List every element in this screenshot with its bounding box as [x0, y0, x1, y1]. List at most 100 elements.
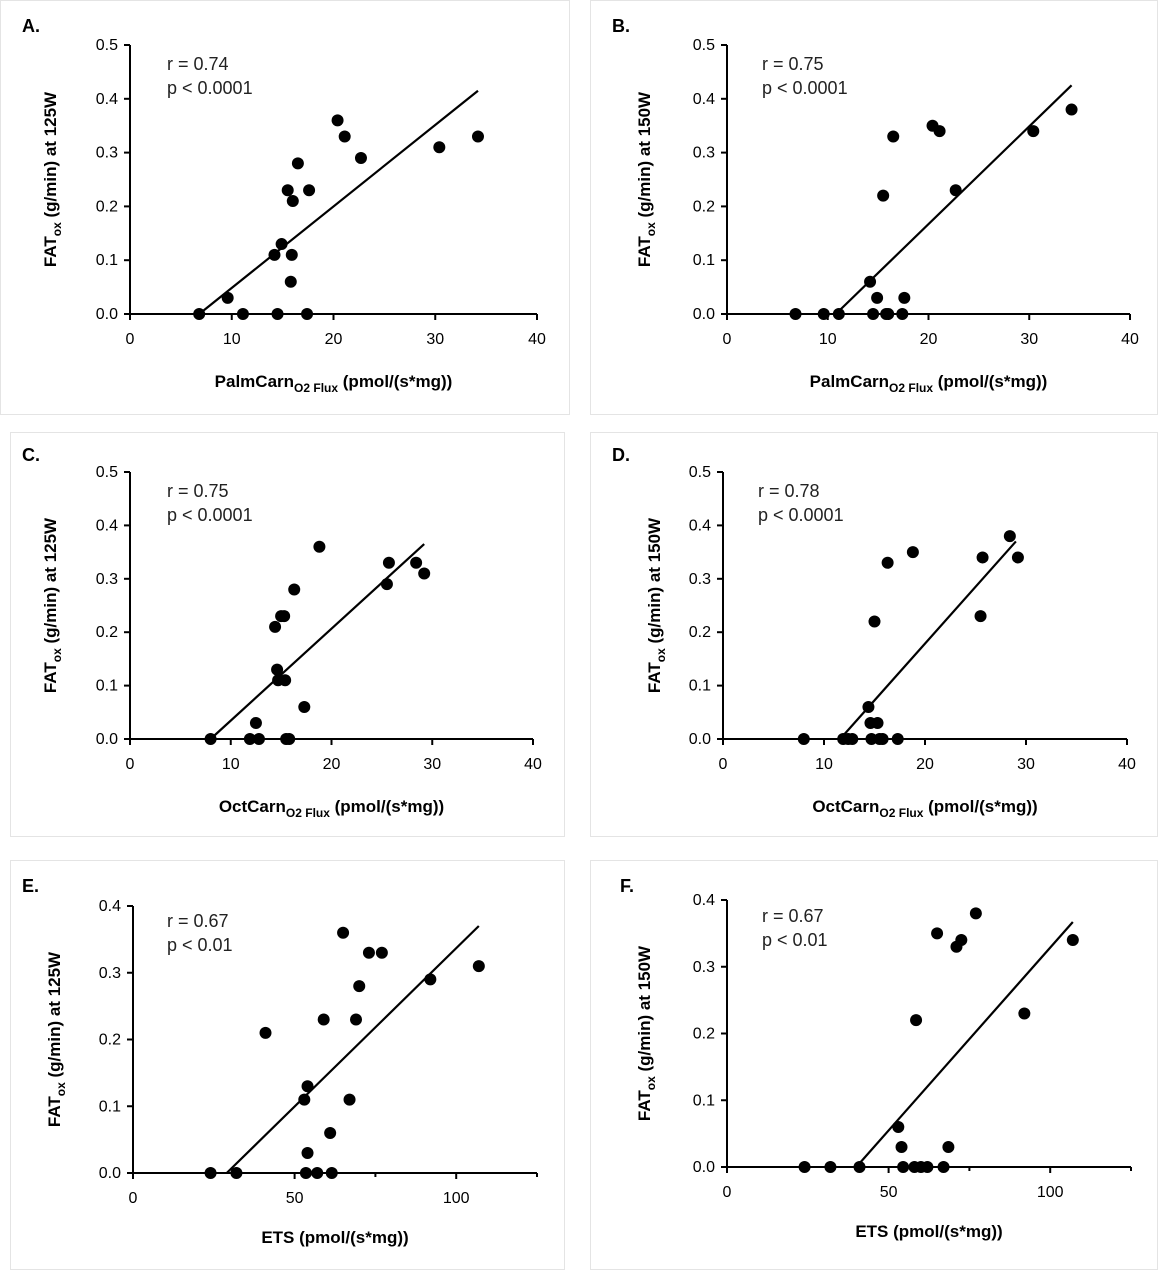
y-axis-title-subscript: ox — [654, 648, 668, 662]
data-point — [331, 114, 344, 127]
y-axis-title-main: FAT — [635, 236, 654, 267]
y-tick-label: 0.1 — [693, 1092, 715, 1109]
y-tick-label: 0.5 — [693, 37, 715, 54]
x-tick-label: 10 — [819, 331, 837, 348]
data-point — [380, 578, 393, 591]
x-axis-title-unit: (pmol/(s*mg)) — [330, 797, 444, 816]
data-point — [288, 583, 301, 596]
data-point — [969, 907, 982, 920]
data-point — [846, 733, 859, 745]
panel-letter: B. — [612, 16, 630, 36]
x-axis-title-unit: (pmol/(s*mg)) — [888, 1222, 1002, 1241]
y-tick-label: 0.0 — [99, 1165, 121, 1182]
data-point — [382, 556, 395, 569]
y-tick-label: 0.3 — [689, 571, 711, 588]
x-tick-label: 20 — [323, 756, 341, 773]
data-point — [472, 960, 485, 973]
y-tick-label: 0.2 — [99, 1032, 121, 1049]
y-tick-label: 0.0 — [96, 306, 118, 323]
data-point — [876, 733, 889, 745]
x-axis-title: OctCarnO2 Flux (pmol/(s*mg)) — [812, 797, 1037, 820]
regression-line — [198, 89, 479, 315]
y-axis-title-subscript: ox — [644, 1076, 658, 1090]
data-point — [230, 1167, 243, 1179]
data-point — [955, 934, 968, 947]
data-point — [898, 291, 911, 304]
data-point — [887, 130, 900, 143]
x-tick-label: 0 — [723, 331, 732, 348]
data-point — [976, 551, 989, 564]
stat-r: r = 0.78 — [758, 481, 820, 501]
y-tick-label: 0.5 — [96, 37, 118, 54]
x-tick-label: 20 — [325, 331, 343, 348]
stat-p: p < 0.01 — [762, 930, 828, 950]
data-point — [301, 308, 314, 320]
x-tick-label: 100 — [1037, 1184, 1064, 1201]
y-tick-label: 0.3 — [99, 965, 121, 982]
data-point — [1066, 934, 1079, 947]
data-point — [284, 275, 297, 288]
data-point — [259, 1026, 272, 1039]
x-tick-label: 50 — [286, 1190, 304, 1207]
y-axis-title-unit: (g/min) at 150W — [635, 945, 654, 1076]
data-point — [931, 927, 944, 940]
y-tick-label: 0.0 — [96, 731, 118, 748]
y-axis-title-subscript: ox — [50, 648, 64, 662]
data-point — [278, 610, 291, 623]
data-point — [877, 189, 890, 202]
panel-letter: E. — [22, 876, 39, 896]
data-point — [271, 308, 284, 320]
y-tick-label: 0.1 — [693, 252, 715, 269]
data-point — [301, 1080, 314, 1093]
data-point — [298, 1093, 311, 1106]
data-point — [410, 556, 423, 569]
data-point — [324, 1126, 337, 1139]
y-axis-title-unit: (g/min) at 125W — [41, 91, 60, 222]
x-tick-label: 0 — [723, 1184, 732, 1201]
panel-frame — [590, 432, 1158, 837]
stat-r: r = 0.75 — [167, 481, 229, 501]
y-tick-label: 0.4 — [689, 517, 711, 534]
y-tick-label: 0.4 — [96, 91, 118, 108]
y-axis-title-unit: (g/min) at 150W — [635, 91, 654, 222]
data-point — [1018, 1007, 1031, 1020]
panel-d: D. 0.0 0.1 0.2 0.3 0.4 0.5 0 10 20 30 40 OctCarnO2 F… — [590, 432, 1158, 837]
x-tick-label: 0 — [719, 756, 728, 773]
data-point — [906, 546, 919, 559]
data-point — [350, 1013, 363, 1026]
x-axis-title-subscript: O2 Flux — [889, 381, 933, 395]
data-point — [252, 733, 265, 745]
y-axis-title: FATox (g/min) at 150W — [635, 945, 658, 1121]
data-point — [824, 1161, 837, 1173]
panel-letter: C. — [22, 445, 40, 465]
data-point — [354, 151, 367, 164]
stat-p: p < 0.01 — [167, 935, 233, 955]
data-point — [891, 733, 904, 745]
stat-r: r = 0.67 — [167, 911, 229, 931]
data-point — [867, 308, 880, 320]
y-tick-label: 0.2 — [693, 1026, 715, 1043]
data-point — [317, 1013, 330, 1026]
x-axis-title: PalmCarnO2 Flux (pmol/(s*mg)) — [215, 372, 453, 395]
y-tick-label: 0.1 — [96, 678, 118, 695]
data-point — [418, 567, 431, 580]
x-axis-title-unit: (pmol/(s*mg)) — [338, 372, 452, 391]
x-axis-title: ETS (pmol/(s*mg)) — [261, 1228, 408, 1247]
y-axis-title-unit: (g/min) at 125W — [45, 951, 64, 1082]
data-point — [832, 308, 845, 320]
x-tick-label: 20 — [916, 756, 934, 773]
data-point — [949, 184, 962, 197]
x-axis-title-main: PalmCarn — [810, 372, 889, 391]
y-axis-title-main: FAT — [645, 662, 664, 693]
data-point — [298, 700, 311, 713]
data-point — [433, 141, 446, 154]
data-point — [933, 125, 946, 138]
data-point — [204, 733, 217, 745]
data-point — [1065, 103, 1078, 116]
data-point — [279, 674, 292, 687]
data-point — [286, 195, 299, 208]
data-point — [221, 291, 234, 304]
data-point — [895, 1140, 908, 1153]
data-point — [862, 700, 875, 713]
